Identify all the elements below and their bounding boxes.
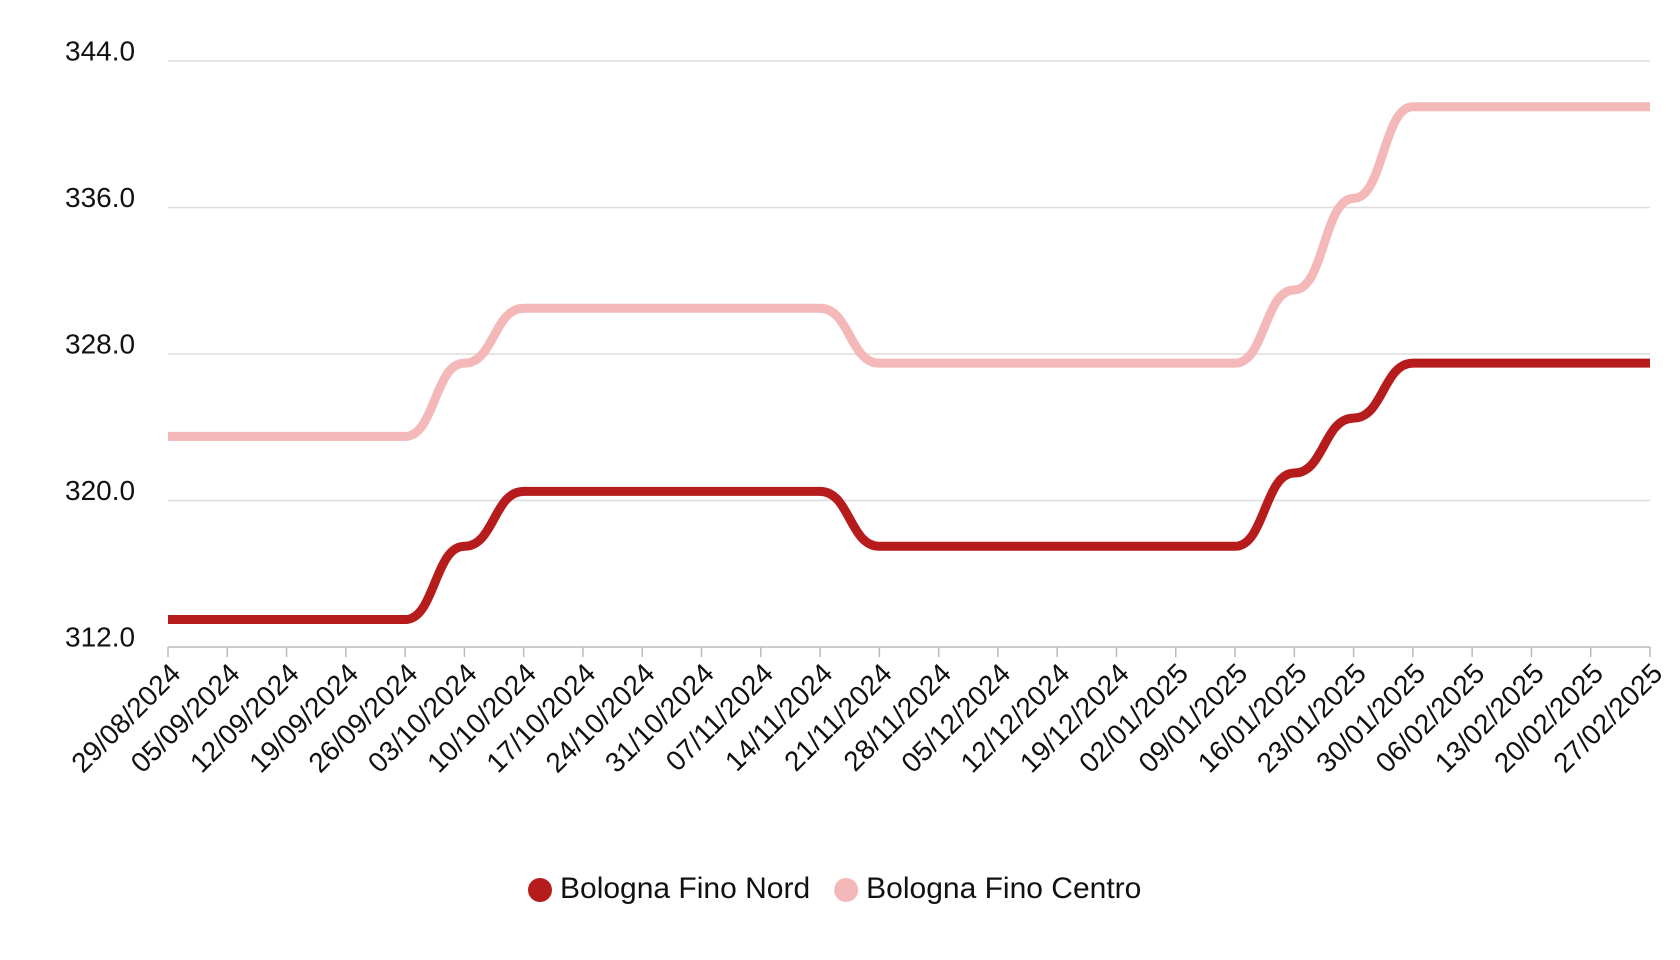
legend-marker <box>834 878 859 902</box>
legend-marker <box>528 878 552 902</box>
series-line <box>168 102 1650 441</box>
legend-label: Bologna Fino Centro <box>866 872 1141 905</box>
y-tick-label: 344.0 <box>65 35 135 66</box>
y-tick-label: 336.0 <box>65 182 135 213</box>
legend-label: Bologna Fino Nord <box>560 872 810 905</box>
y-tick-label: 320.0 <box>65 475 135 506</box>
series-line <box>168 358 1650 625</box>
y-tick-label: 328.0 <box>65 328 135 359</box>
y-tick-label: 312.0 <box>65 621 135 652</box>
legend: Bologna Fino Nord Bologna Fino Centro <box>528 872 1141 905</box>
